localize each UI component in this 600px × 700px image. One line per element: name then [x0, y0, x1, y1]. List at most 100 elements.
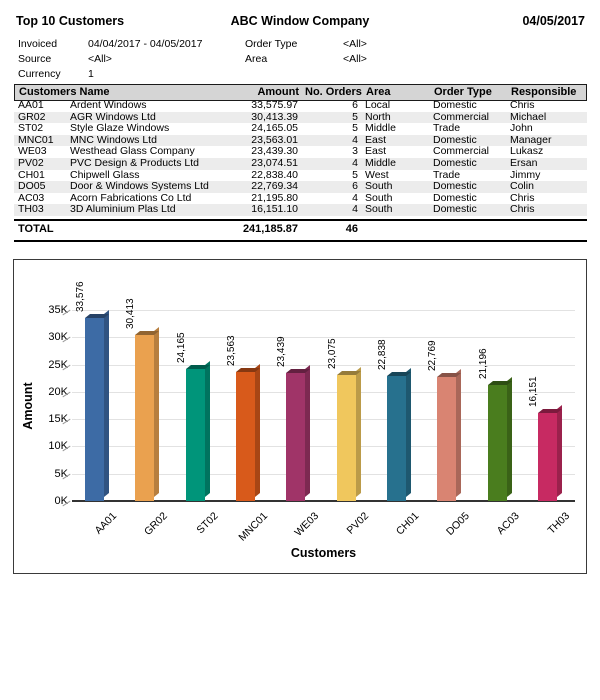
report-date: 04/05/2017 — [522, 14, 585, 28]
y-tick-label: 35K — [48, 304, 68, 316]
total-label: TOTAL — [18, 223, 54, 235]
x-tick-label: DO05 — [443, 510, 472, 538]
area-value: South — [365, 203, 393, 216]
responsible-value: John — [510, 122, 533, 135]
x-axis-line — [72, 500, 575, 502]
bar-3d-side — [305, 365, 311, 497]
responsible-value: Ersan — [510, 157, 538, 169]
area-value: South — [365, 180, 393, 193]
x-axis-title: Customers — [290, 546, 357, 560]
bar-3d-side — [255, 364, 261, 497]
bar-3d-side — [506, 377, 512, 497]
bar-3d-side — [556, 404, 562, 497]
bar — [185, 369, 205, 501]
customer-name: MNC Windows Ltd — [70, 133, 157, 146]
y-tick-label: 5K — [54, 467, 68, 480]
bar-value-label: 22,769 — [427, 340, 439, 371]
orders-value: 3 — [352, 145, 358, 158]
table-row: AC03 Acorn Fabrications Co Ltd 21,195.80 4 S… — [14, 191, 587, 205]
table-row: TH03 3D Aluminium Plas Ltd 16,151.10 4 South… — [14, 204, 587, 216]
table-row: GR02 AGR Windows Ltd 30,413.39 5 North Commer… — [14, 110, 587, 124]
bar-value-label: 33,576 — [75, 281, 87, 312]
x-tick-label: GR02 — [142, 510, 170, 538]
amount-value: 30,413.39 — [251, 110, 298, 123]
customer-name: 3D Aluminium Plas Ltd — [70, 203, 176, 216]
order-type-value: Domestic — [433, 191, 477, 204]
customer-code: DO05 — [18, 180, 46, 193]
bar-3d-side — [355, 367, 361, 497]
amount-value: 23,563.01 — [251, 133, 298, 146]
filter-currency-label: Currency — [18, 68, 61, 80]
orders-value: 6 — [352, 99, 358, 111]
filter-source-value: <All> — [88, 53, 112, 65]
col-header-amount: Amount — [257, 86, 299, 98]
area-value: East — [365, 133, 387, 146]
customer-name: Acorn Fabrications Co Ltd — [70, 191, 192, 204]
bar-3d-side — [405, 368, 411, 497]
bar-value-label: 23,075 — [326, 338, 338, 370]
bar — [336, 375, 356, 501]
gridline — [72, 446, 575, 448]
responsible-value: Chris — [510, 99, 535, 111]
bar — [286, 373, 306, 501]
order-type-value: Domestic — [433, 203, 477, 216]
bar — [537, 412, 557, 501]
bar — [487, 385, 507, 501]
order-type-value: Trade — [433, 122, 461, 135]
orders-value: 4 — [352, 191, 358, 204]
customer-code: GR02 — [18, 110, 46, 123]
x-tick-label: PV02 — [344, 510, 372, 537]
table-row: DO05 Door & Windows Systems Ltd 22,769.34 6… — [14, 181, 587, 193]
bar-value-label: 16,151 — [527, 376, 539, 407]
bar-value-label: 23,563 — [226, 335, 238, 367]
table-header: Customers Name Amount No. Orders Area Or… — [14, 84, 587, 101]
col-header-no-orders: No. Orders — [305, 86, 362, 98]
bar-value-label: 23,439 — [276, 336, 288, 368]
total-orders: 46 — [345, 223, 358, 235]
responsible-value: Colin — [510, 180, 534, 193]
responsible-value: Chris — [510, 203, 535, 216]
x-tick-label: WE03 — [292, 510, 321, 539]
x-tick-label: ST02 — [193, 510, 221, 537]
customer-code: AC03 — [18, 191, 45, 204]
table-row: CH01 Chipwell Glass 22,838.40 5 West Trade Jim… — [14, 168, 587, 182]
filter-invoiced-value: 04/04/2017 - 04/05/2017 — [88, 38, 203, 50]
orders-value: 6 — [352, 180, 358, 193]
y-tick-label: 20K — [48, 385, 68, 398]
gridline — [72, 419, 575, 421]
filter-currency-value: 1 — [88, 68, 94, 80]
orders-value: 4 — [352, 203, 358, 216]
bar — [386, 376, 406, 501]
y-tick-label: 25K — [48, 358, 68, 371]
total-amount: 241,185.87 — [242, 223, 298, 235]
customer-code: AA01 — [18, 99, 44, 111]
order-type-value: Domestic — [433, 180, 477, 193]
area-value: South — [365, 191, 393, 204]
table-row: MNC01 MNC Windows Ltd 23,563.01 4 East Domest… — [14, 133, 587, 147]
order-type-value: Domestic — [433, 99, 477, 111]
y-tick-label: 15K — [48, 413, 68, 426]
area-value: Middle — [365, 157, 396, 169]
amount-value: 23,439.30 — [251, 145, 298, 158]
table-row: PV02 PVC Design & Products Ltd 23,074.51 4 M… — [14, 157, 587, 170]
customer-name: Chipwell Glass — [70, 168, 140, 181]
customer-code: PV02 — [18, 157, 44, 169]
x-tick-label: AA01 — [92, 510, 120, 537]
amount-value: 22,838.40 — [251, 168, 298, 181]
bar — [236, 372, 256, 501]
responsible-value: Manager — [510, 133, 552, 146]
filter-area-label: Area — [245, 53, 268, 65]
customer-name: Style Glaze Windows — [70, 122, 170, 135]
x-tick-label: CH01 — [393, 510, 422, 538]
bar-3d-side — [456, 368, 462, 497]
bar-value-label: 21,196 — [477, 348, 489, 380]
responsible-value: Michael — [510, 110, 547, 123]
amount-value: 33,575.97 — [251, 99, 298, 111]
area-value: Middle — [365, 122, 396, 135]
bar-value-label: 30,413 — [125, 298, 137, 330]
responsible-value: Lukasz — [510, 145, 544, 158]
responsible-value: Chris — [510, 191, 535, 204]
table-row: AA01 Ardent Windows 33,575.97 6 Local Domesti… — [14, 99, 587, 112]
y-tick-label: 10K — [48, 440, 68, 453]
